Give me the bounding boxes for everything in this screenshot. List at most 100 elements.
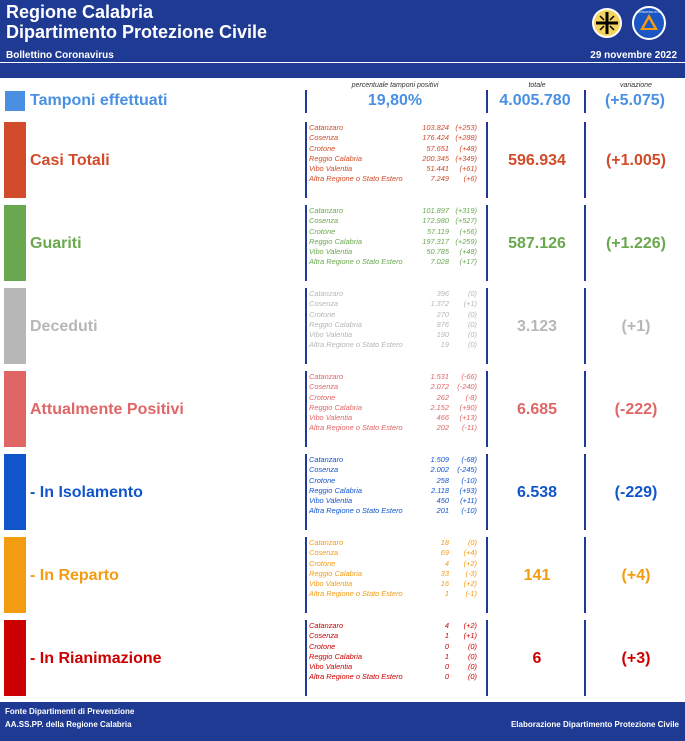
province-variation: (+13) [459,413,477,423]
province-value: 0 [444,662,449,672]
province-breakdown: Catanzaro 101.897 (+319) Cosenza 172.980 (+52… [309,206,481,268]
section-divider-mid [486,537,488,613]
province-row: Cosenza 172.980 (+527) [309,216,481,226]
province-variation: (0) [467,319,477,329]
province-breakdown: Catanzaro 18 (0) Cosenza 69 (+4) Crotone 4 (+2) R… [309,538,481,600]
province-value: 0 [444,641,449,651]
province-value: 18 [440,538,449,547]
province-variation: (0) [467,330,477,340]
section-variation: (+4) [621,567,651,584]
province-variation: (+48) [459,247,477,257]
header-divider [0,62,685,63]
section-divider-right [584,537,586,613]
province-name: Vibo Valentia [309,662,353,672]
province-value: 876 [436,319,449,329]
province-name: Altra Regione o Stato Estero [309,340,403,350]
province-row: Vibo Valentia 450 (+11) [309,496,481,506]
section-divider-right [584,454,586,530]
province-name: Altra Regione o Stato Estero [309,672,403,682]
province-value: 450 [436,496,449,506]
province-row: Crotone 258 (-10) [309,476,481,486]
tamponi-percent: 19,80% [367,92,423,109]
province-variation: (0) [467,641,477,651]
tamponi-variation: (+5.075) [604,92,666,109]
section-divider-left [305,205,307,281]
province-row: Catanzaro 4 (+2) [309,621,481,631]
province-row: Crotone 57.651 (+48) [309,144,481,154]
section-color-bar [4,371,26,447]
province-breakdown: Catanzaro 103.824 (+253) Cosenza 176.424 (+28… [309,123,481,185]
province-value: 1 [444,651,449,661]
province-value: 101.897 [422,206,449,215]
department-title: Dipartimento Protezione Civile [6,22,268,42]
province-name: Reggio Calabria [309,651,362,661]
protezione-civile-logo-icon: PROTEZIONE CIVILE [632,6,666,40]
section-variation: (+1) [621,318,651,335]
province-value: 1 [444,631,449,641]
province-row: Catanzaro 103.824 (+253) [309,123,481,133]
province-row: Crotone 4 (+2) [309,559,481,569]
footer-banner: Fonte Dipartimenti di Prevenzione AA.SS.… [0,702,685,741]
province-name: Crotone [309,226,336,236]
tamponi-color-square [5,91,25,111]
province-row: Catanzaro 396 (0) [309,289,481,299]
province-value: 57.651 [426,143,449,153]
section-3: Attualmente Positivi Catanzaro 1.531 (-66) C… [0,371,685,447]
province-value: 2.072 [430,382,450,392]
province-name: Altra Regione o Stato Estero [309,589,403,599]
section-divider-right [584,205,586,281]
province-value: 19 [440,340,449,350]
bulletin-subtitle: Bollettino Coronavirus [6,50,114,61]
province-value: 202 [436,423,449,433]
province-variation: (+2) [463,579,477,589]
province-name: Vibo Valentia [309,164,353,174]
tamponi-divider-right [584,90,586,113]
section-color-bar [4,620,26,696]
province-name: Crotone [309,641,336,651]
section-2: Deceduti Catanzaro 396 (0) Cosenza 1.372 (+1) C… [0,288,685,364]
province-breakdown: Catanzaro 396 (0) Cosenza 1.372 (+1) Crotone 27… [309,289,481,351]
province-variation: (+1) [463,299,477,309]
province-row: Catanzaro 101.897 (+319) [309,206,481,216]
province-variation: (+1) [463,631,477,641]
province-variation: (+4) [463,548,477,558]
province-value: 7.028 [430,257,450,267]
regione-calabria-logo-icon [590,6,624,40]
province-row: Vibo Valentia 190 (0) [309,330,481,340]
province-name: Cosenza [309,216,339,226]
province-row: Reggio Calabria 1 (0) [309,652,481,662]
province-name: Reggio Calabria [309,485,362,495]
section-4: - In Isolamento Catanzaro 1.509 (-68) Cosenz… [0,454,685,530]
province-row: Crotone 57.119 (+56) [309,227,481,237]
section-divider-right [584,620,586,696]
province-value: 270 [436,309,449,319]
province-value: 1.372 [430,299,450,309]
province-variation: (+90) [459,402,477,412]
province-value: 69 [440,548,449,558]
province-variation: (+2) [463,621,477,630]
section-label: - In Isolamento [30,484,143,501]
section-label: Casi Totali [30,152,110,169]
province-variation: (+349) [455,153,477,163]
section-divider-left [305,620,307,696]
section-total: 141 [523,567,551,584]
section-variation: (+3) [621,650,651,667]
province-value: 7.249 [430,174,450,184]
province-name: Crotone [309,143,336,153]
section-total: 587.126 [508,235,566,252]
province-row: Vibo Valentia 50.785 (+48) [309,247,481,257]
province-value: 190 [436,330,449,340]
province-value: 4 [444,558,449,568]
province-name: Cosenza [309,299,339,309]
section-divider-right [584,371,586,447]
province-variation: (0) [467,662,477,672]
province-variation: (+61) [459,164,477,174]
province-row: Reggio Calabria 197.317 (+259) [309,237,481,247]
province-breakdown: Catanzaro 1.531 (-66) Cosenza 2.072 (-240) Cro… [309,372,481,434]
bulletin-date: 29 novembre 2022 [590,50,677,61]
province-name: Reggio Calabria [309,153,362,163]
province-variation: (-10) [461,475,477,485]
province-name: Crotone [309,475,336,485]
province-row: Altra Regione o Stato Estero 1 (-1) [309,589,481,599]
province-name: Reggio Calabria [309,319,362,329]
